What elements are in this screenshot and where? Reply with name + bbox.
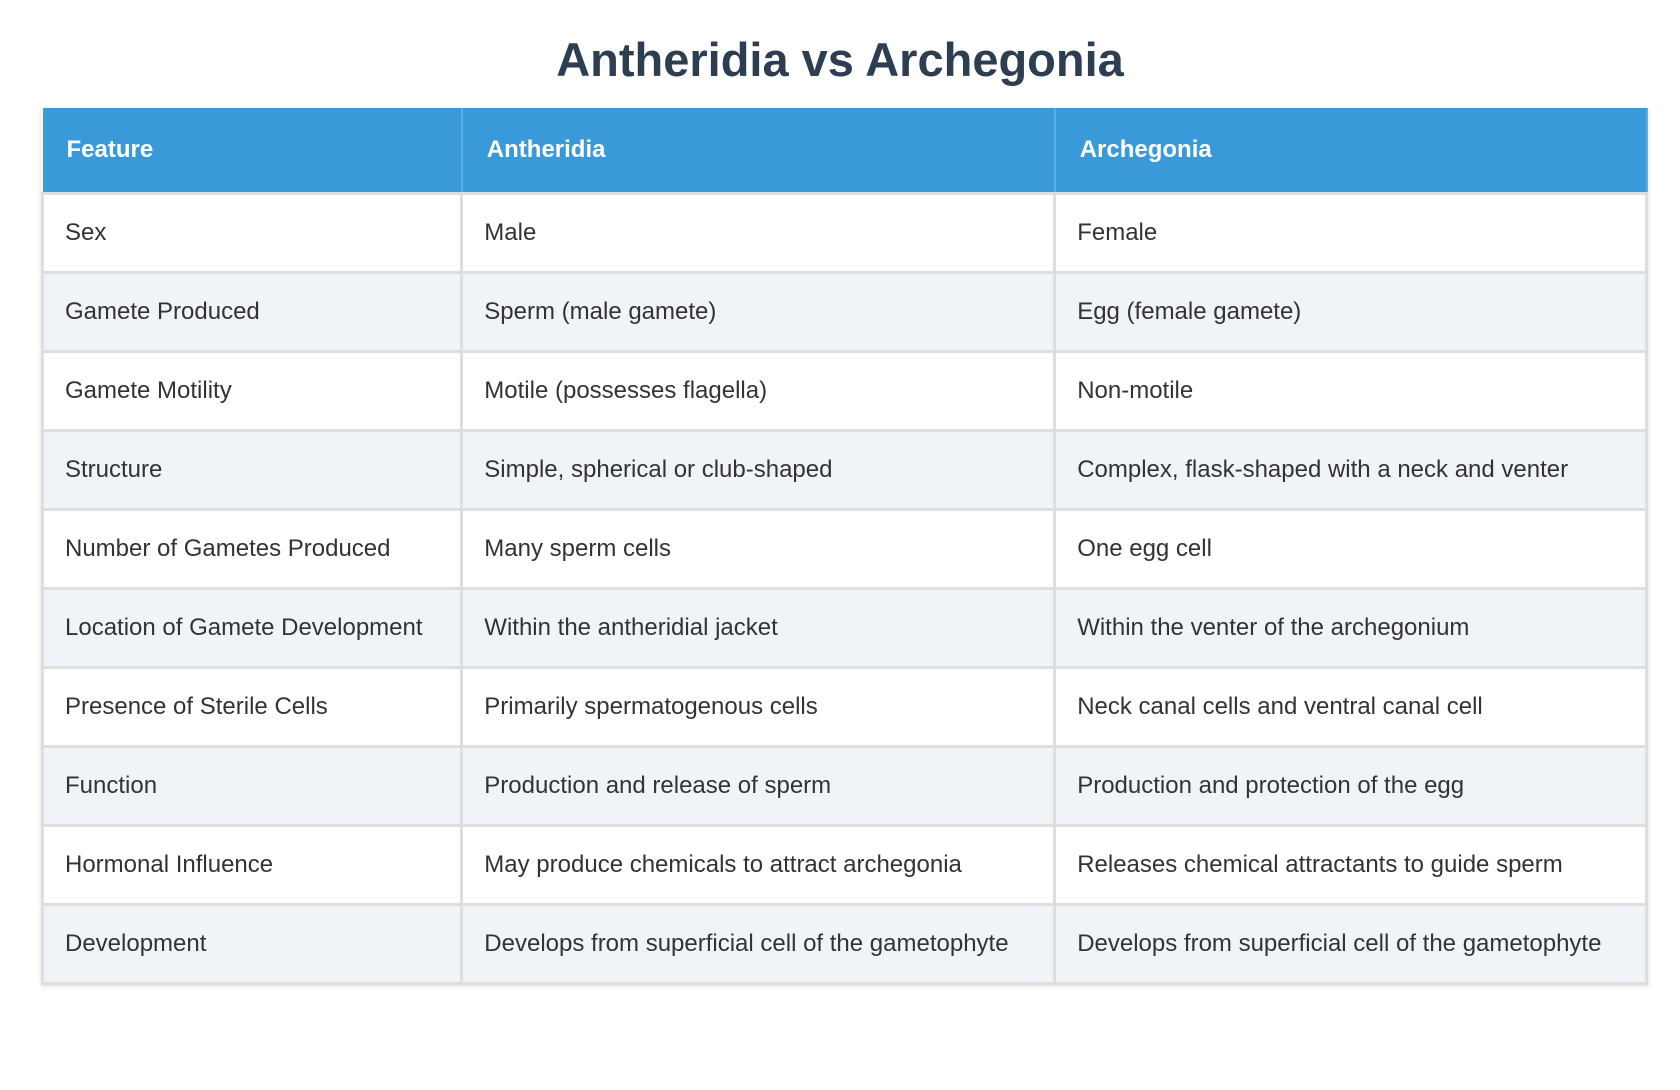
column-header: Archegonia: [1054, 108, 1648, 194]
column-header: Antheridia: [461, 108, 1056, 194]
table-cell: Complex, flask-shaped with a neck and ve…: [1053, 429, 1648, 511]
table-row: Presence of Sterile Cells Primarily sperm…: [40, 666, 1648, 748]
table-cell: Structure: [40, 429, 464, 511]
table-row: Number of Gametes Produced Many sperm cel…: [40, 508, 1648, 590]
table-cell: Sperm (male gamete): [460, 271, 1057, 353]
table-row: Gamete Produced Sperm (male gamete) Egg (f…: [40, 271, 1648, 353]
table-cell: Sex: [40, 192, 464, 274]
table-cell: Egg (female gamete): [1053, 271, 1648, 353]
table-cell: Within the antheridial jacket: [460, 587, 1057, 669]
table-cell: Production and protection of the egg: [1053, 745, 1648, 827]
page-title: Antheridia vs Archegonia: [556, 33, 1124, 86]
table-cell: Presence of Sterile Cells: [40, 666, 464, 748]
table-cell: Primarily spermatogenous cells: [460, 666, 1057, 748]
table-body: Sex Male Female Gamete Produced Sperm (male …: [40, 192, 1648, 985]
table-row: Hormonal Influence May produce chemicals …: [40, 824, 1648, 906]
table-row: Gamete Motility Motile (possesses flagell…: [40, 350, 1648, 432]
table-cell: Function: [40, 745, 464, 827]
table-cell: Neck canal cells and ventral canal cell: [1053, 666, 1648, 748]
table-cell: Female: [1053, 192, 1648, 274]
table-cell: Number of Gametes Produced: [40, 508, 464, 590]
table-cell: Location of Gamete Development: [40, 587, 464, 669]
table-cell: May produce chemicals to attract archego…: [460, 824, 1057, 906]
table-cell: Develops from superficial cell of the ga…: [460, 903, 1057, 985]
table-cell: Production and release of sperm: [460, 745, 1057, 827]
header-row: Feature Antheridia Archegonia: [42, 108, 1648, 194]
table-cell: Many sperm cells: [460, 508, 1057, 590]
table-cell: Develops from superficial cell of the ga…: [1053, 903, 1648, 985]
table-cell: Simple, spherical or club-shaped: [460, 429, 1057, 511]
table-cell: One egg cell: [1053, 508, 1648, 590]
column-header: Feature: [42, 108, 463, 194]
table-row: Structure Simple, spherical or club-shape…: [40, 429, 1648, 511]
table-cell: Gamete Motility: [40, 350, 464, 432]
table-row: Sex Male Female: [40, 192, 1648, 274]
table-cell: Hormonal Influence: [40, 824, 464, 906]
table-row: Function Production and release of sperm P…: [40, 745, 1648, 827]
table-cell: Gamete Produced: [40, 271, 464, 353]
table-row: Location of Gamete Development Within the…: [40, 587, 1648, 669]
table-cell: Within the venter of the archegonium: [1053, 587, 1648, 669]
table-cell: Male: [460, 192, 1057, 274]
table-cell: Motile (possesses flagella): [460, 350, 1057, 432]
table-cell: Development: [40, 903, 464, 985]
table-cell: Non-motile: [1053, 350, 1648, 432]
table-cell: Releases chemical attractants to guide s…: [1053, 824, 1648, 906]
table-row: Development Develops from superficial cel…: [40, 903, 1648, 985]
comparison-table: Feature Antheridia Archegonia Sex Male Femal…: [40, 108, 1648, 985]
